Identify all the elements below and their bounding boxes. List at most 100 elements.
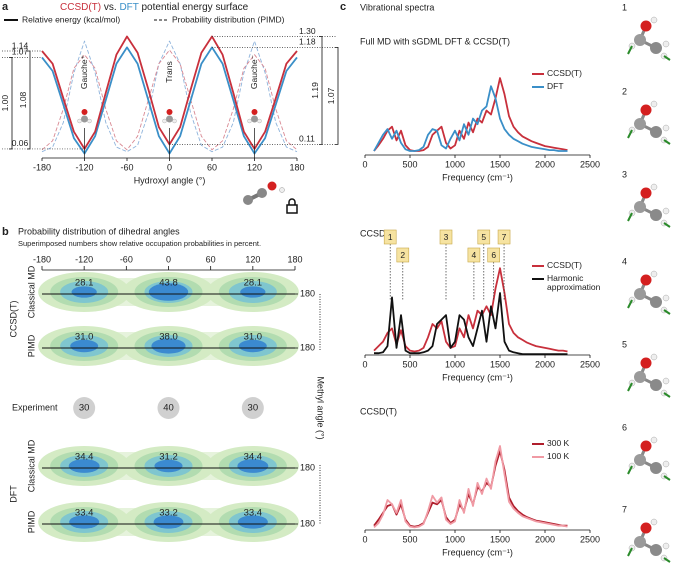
bracket [9, 56, 13, 150]
occupation-label: 28.1 [244, 278, 263, 289]
bracket-label: 1.00 [0, 95, 10, 112]
x-tick-label: -60 [120, 162, 133, 172]
mode-structure [626, 352, 672, 399]
x-tick-label: 2500 [580, 159, 600, 169]
density-core [237, 459, 269, 473]
level-label: 1.18 [299, 37, 316, 47]
x-tick-label: 120 [247, 162, 262, 172]
x-tick-label: 1000 [445, 534, 465, 544]
x-tick-label: -60 [120, 254, 133, 264]
series-line [373, 77, 568, 152]
experiment-label: 40 [163, 403, 174, 414]
x-tick-label: 1500 [490, 359, 510, 369]
series-line [373, 445, 568, 529]
mode-box [497, 229, 511, 245]
conformer-icon [162, 108, 177, 124]
x-axis-label: Frequency (cm⁻¹) [442, 372, 513, 382]
conformer-icon [247, 108, 262, 124]
density-core [148, 283, 189, 301]
chart-title: CCSD(T) [360, 406, 397, 416]
mode-structure [626, 269, 672, 316]
density-core [153, 515, 184, 529]
chart-title: Probability distribution of dihedral ang… [18, 226, 180, 236]
legend-label: 300 K [547, 439, 570, 448]
title-part: DFT [119, 2, 138, 13]
x-tick-label: 500 [402, 159, 417, 169]
x-tick-label: -120 [75, 162, 93, 172]
bracket-label: 1.08 [18, 91, 28, 108]
legend-label-box: 300 K [547, 439, 570, 448]
mode-label: 6 [491, 250, 496, 260]
legend-label: Probability distribution (PIMD) [172, 14, 285, 24]
x-tick-label: 0 [166, 254, 171, 264]
methyl-tick-label: 180 [300, 288, 315, 298]
series-line [374, 292, 568, 355]
x-tick-label: 0 [167, 162, 172, 172]
occupation-label: 33.2 [159, 508, 178, 519]
row-label: PIMD [26, 334, 36, 357]
legend-label: DFT [547, 82, 564, 91]
mode-label: 1 [388, 232, 393, 242]
mode-box [477, 229, 491, 245]
bracket-label: 1.07 [326, 87, 336, 104]
mode-structure [626, 182, 672, 229]
experiment-marker [241, 397, 264, 419]
panel-letter: a [2, 1, 9, 13]
x-tick-label: 60 [206, 254, 216, 264]
conformer-label: Gauche⁺ [79, 54, 89, 89]
level-label: 1.30 [299, 26, 316, 36]
row-label: PIMD [26, 510, 36, 533]
mode-label: 7 [502, 232, 507, 242]
chart-subtitle: Superimposed numbers show relative occup… [18, 239, 261, 248]
methyl-tick-label: 180 [300, 518, 315, 528]
conformer-label: Gauche⁻ [249, 54, 259, 89]
level-label: 0.11 [299, 134, 315, 144]
panel-letter: b [2, 226, 9, 238]
occupation-label: 31.2 [159, 452, 178, 463]
x-tick-label: 1500 [490, 534, 510, 544]
mode-number: 1 [622, 2, 627, 12]
x-axis-label: Frequency (cm⁻¹) [442, 547, 513, 557]
bracket-label: 1.19 [310, 82, 320, 99]
mode-structure [626, 435, 672, 482]
legend-label-box: DFT [547, 82, 564, 91]
x-tick-label: 2500 [580, 534, 600, 544]
occupation-label: 31.0 [244, 332, 263, 343]
level-label: 0.06 [12, 138, 29, 148]
x-axis-label: Frequency (cm⁻¹) [442, 172, 513, 182]
chart-title: Full MD with sGDML DFT & CCSD(T) [360, 36, 510, 46]
mode-box [467, 247, 481, 263]
row-label: Experiment [12, 402, 58, 412]
conformer-icon [77, 108, 92, 124]
mode-box [396, 247, 410, 263]
x-tick-label: 1000 [445, 359, 465, 369]
x-tick-label: 2500 [580, 359, 600, 369]
bracket [335, 47, 339, 145]
conformer-label: Trans [164, 61, 174, 82]
mode-number: 7 [622, 504, 627, 514]
occupation-label: 31.0 [75, 332, 94, 343]
panel-letter: c [340, 1, 346, 13]
legend-label: Relative energy (kcal/mol) [22, 14, 120, 24]
panel-title: Vibrational spectra [360, 2, 434, 12]
mode-label: 5 [481, 232, 486, 242]
x-tick-label: 1500 [490, 159, 510, 169]
chart-title: CCSD(T) vs. DFT potential energy surface [60, 2, 249, 13]
experiment-label: 30 [248, 403, 259, 414]
level-label: 1.14 [12, 40, 29, 50]
mode-structure [626, 15, 672, 62]
occupation-label: 38.0 [159, 332, 178, 343]
legend-label-box: CCSD(T) [547, 261, 582, 270]
density-core [238, 339, 267, 353]
mode-box [383, 229, 397, 245]
title-part: vs. [101, 2, 119, 13]
x-tick-label: 180 [289, 162, 304, 172]
mode-label: 2 [400, 250, 405, 260]
occupation-label: 43.8 [159, 278, 178, 289]
experiment-marker [73, 397, 96, 419]
x-tick-label: 60 [207, 162, 217, 172]
x-tick-label: 0 [362, 359, 367, 369]
density-core [68, 459, 100, 473]
series-line [373, 85, 568, 152]
